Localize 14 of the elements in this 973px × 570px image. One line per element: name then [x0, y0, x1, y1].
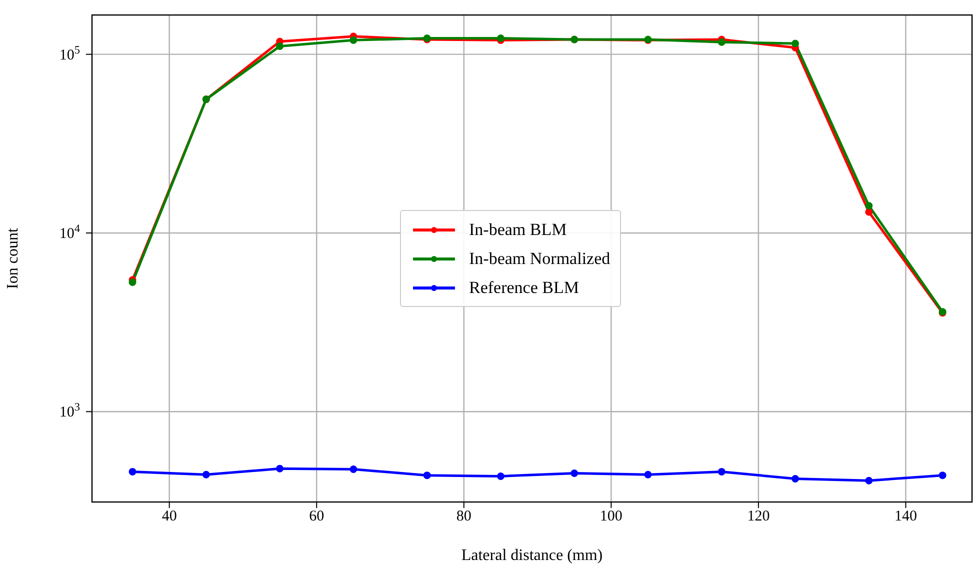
- x-tick-label: 140: [894, 508, 917, 525]
- x-tick-label: 80: [456, 508, 472, 525]
- legend-label: Reference BLM: [469, 278, 579, 298]
- y-axis-title: Ion count: [4, 228, 22, 289]
- legend-label: In-beam Normalized: [469, 248, 610, 268]
- y-tick-label: 10$^{4}$: [59, 222, 80, 242]
- y-tick-label: 10$^{3}$: [59, 402, 80, 421]
- x-tick-label: 120: [747, 508, 770, 525]
- x-tick-label: 60: [309, 508, 324, 525]
- y-tick-label: 10$^{5}$: [59, 44, 80, 64]
- x-tick-label: 40: [162, 508, 177, 525]
- x-tick-label: 100: [600, 508, 622, 525]
- legend-label: In-beam BLM: [469, 220, 567, 240]
- x-axis-title: Lateral distance (mm): [461, 547, 603, 564]
